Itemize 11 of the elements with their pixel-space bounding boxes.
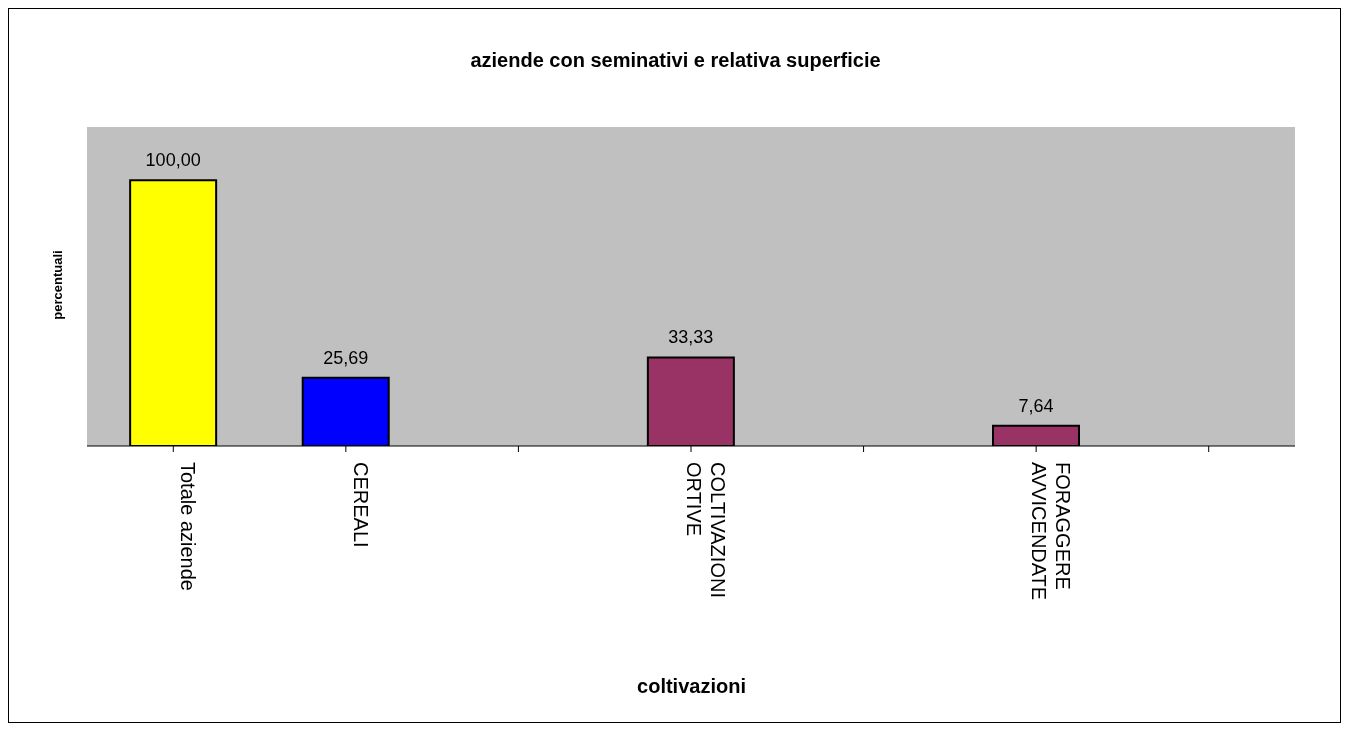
data-label: 7,64 — [1018, 395, 1054, 416]
data-label: 100,00 — [145, 150, 201, 171]
x-tick-label: Totale aziende — [177, 462, 200, 591]
data-label: 25,69 — [323, 347, 369, 368]
chart-title: aziende con seminativi e relativa superficie — [469, 49, 882, 72]
x-tick-label: COLTIVAZIONI ORTIVE — [683, 462, 729, 598]
data-label: 33,33 — [668, 327, 714, 348]
x-axis-title: coltivazioni — [636, 675, 747, 698]
y-axis-title: percentuali — [49, 250, 65, 320]
x-tick-label: FORAGGERE AVVICENDATE — [1028, 462, 1075, 601]
x-tick-label: CEREALI — [349, 462, 372, 548]
